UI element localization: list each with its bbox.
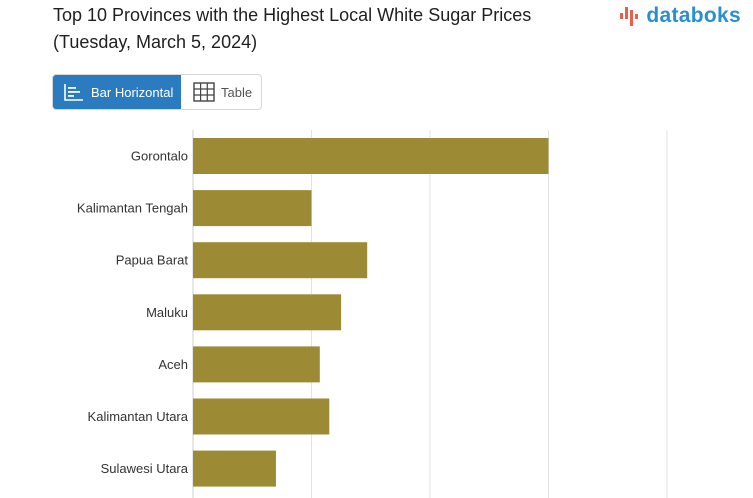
bar-chart: Gorontalo Kalimantan Tengah Papua Barat Mal… (77, 130, 668, 498)
bar-sulawesi-utara[interactable] (193, 450, 276, 487)
category-label: Kalimantan Utara (88, 409, 189, 424)
category-label: Sulawesi Utara (101, 461, 189, 476)
bar-horizontal-icon (64, 84, 83, 101)
chart-title-line-2: (Tuesday, March 5, 2024) (53, 32, 258, 52)
category-label: Aceh (158, 357, 188, 372)
logo-text: databoks (646, 4, 741, 27)
bar-aceh[interactable] (193, 346, 320, 383)
databoks-logo-icon (620, 7, 639, 26)
table-grid-icon (193, 82, 215, 102)
chart-title-line-1: Top 10 Provinces with the Highest Local … (53, 5, 532, 25)
category-label: Papua Barat (116, 253, 189, 268)
category-label: Gorontalo (131, 149, 188, 164)
bar-kalimantan-utara[interactable] (193, 398, 330, 435)
tab-table[interactable]: Table (181, 75, 252, 109)
category-label: Maluku (146, 305, 188, 320)
bar-kalimantan-tengah[interactable] (193, 190, 312, 227)
bar-maluku[interactable] (193, 294, 342, 331)
databoks-logo: databoks (618, 4, 741, 28)
tab-table-label: Table (221, 84, 253, 100)
tab-bar-horizontal[interactable]: Bar Horizontal (53, 75, 181, 109)
view-toggle: Bar Horizontal Table (52, 74, 262, 110)
category-label: Kalimantan Tengah (77, 201, 188, 216)
chart-title: Top 10 Provinces with the Highest Local … (53, 2, 593, 56)
tab-bar-horizontal-label: Bar Horizontal (91, 84, 174, 100)
bar-papua-barat[interactable] (193, 242, 368, 279)
bar-gorontalo[interactable] (193, 138, 549, 174)
category-labels: Gorontalo Kalimantan Tengah Papua Barat Mal… (77, 149, 189, 477)
bars (193, 138, 549, 487)
